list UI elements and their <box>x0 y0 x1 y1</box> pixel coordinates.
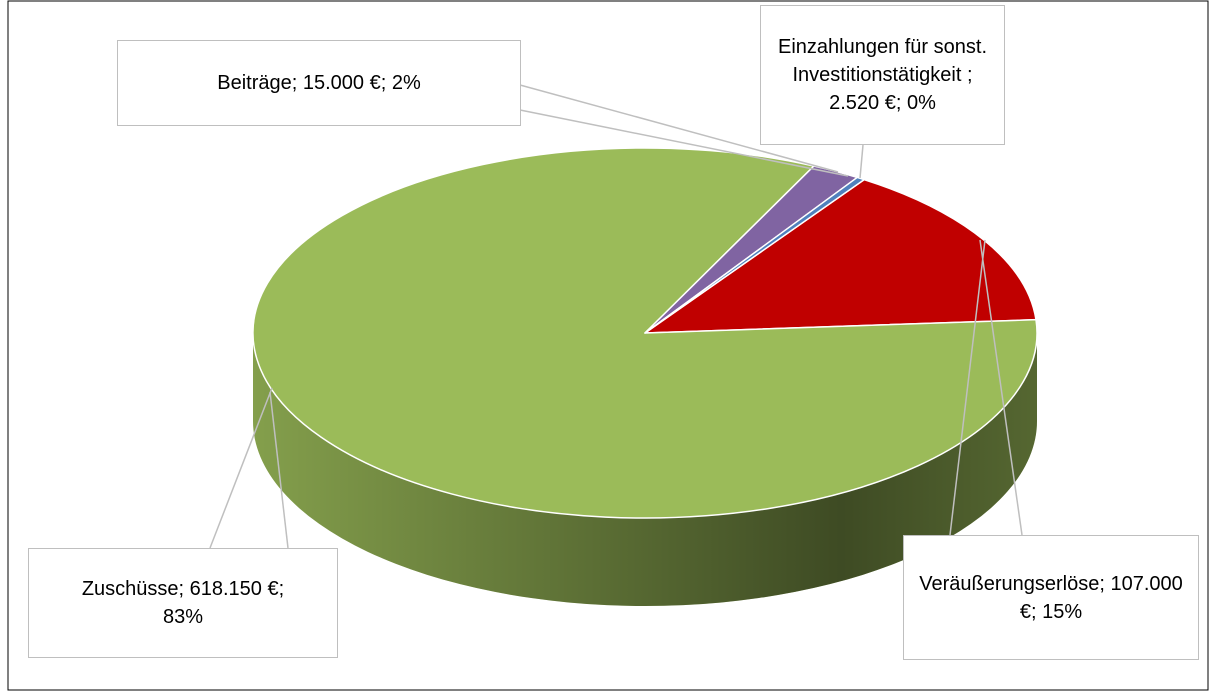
data-label: Einzahlungen für sonst. Investitionstäti… <box>760 5 1005 145</box>
leader-line <box>269 391 289 549</box>
data-label: Beiträge; 15.000 €; 2% <box>117 40 521 126</box>
leader-line <box>949 239 986 536</box>
leader-line <box>979 239 1023 536</box>
leader-line <box>209 387 273 549</box>
leader-line <box>519 84 839 173</box>
leader-line <box>859 144 864 179</box>
pie <box>252 147 1038 606</box>
pie-slice <box>644 176 865 334</box>
pie-side-shade <box>253 333 1037 606</box>
chart-border <box>7 0 1209 691</box>
leader-line <box>519 109 849 177</box>
data-label: Zuschüsse; 618.150 €; 83% <box>28 548 338 658</box>
data-label: Veräußerungserlöse; 107.000 €; 15% <box>903 535 1199 660</box>
leader-lines <box>209 84 1023 549</box>
